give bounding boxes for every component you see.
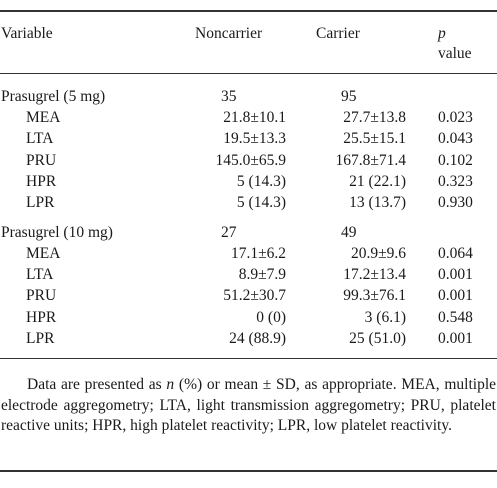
row-variable-name: PRU (26, 287, 57, 305)
row-noncarrier-value: 51.2±30.7 (223, 287, 286, 305)
footnote-text-end: (%) or mean ± SD, as appropriate. MEA, m… (1, 376, 497, 434)
row-noncarrier-value: 17.1±6.2 (230, 244, 286, 262)
row-noncarrier-value: 19.5±13.3 (223, 130, 286, 148)
table-footnote: Data are presented as n (%) or mean ± SD… (1, 375, 496, 437)
row-p-value: 0.043 (438, 130, 473, 148)
group-carrier-count: 95 (341, 88, 357, 105)
header-rule (0, 73, 497, 74)
body-rule (0, 358, 497, 359)
row-variable-name: MEA (26, 109, 61, 127)
row-variable-name: LTA (26, 130, 54, 148)
row-carrier-value: 25 (51.0) (349, 329, 406, 347)
row-carrier-value: 3 (6.1) (364, 308, 406, 326)
row-noncarrier-value: 145.0±65.9 (215, 151, 286, 169)
row-carrier-value: 25.5±15.1 (343, 130, 406, 148)
row-p-value: 0.001 (438, 266, 473, 284)
row-variable-name: PRU (26, 151, 57, 169)
header-p-symbol: p (438, 25, 446, 42)
row-variable-name: LPR (26, 194, 55, 211)
row-p-value: 0.102 (438, 151, 473, 169)
row-p-value: 0.930 (438, 194, 473, 211)
row-variable-name: LTA (26, 266, 54, 284)
row-variable-name: HPR (26, 172, 57, 190)
group-label: Prasugrel (5 mg) (1, 88, 106, 105)
header-p-value: p value (438, 24, 472, 64)
row-noncarrier-value: 0 (0) (256, 308, 286, 326)
row-p-value: 0.064 (438, 244, 473, 262)
table-bottom-rule (0, 470, 497, 472)
header-noncarrier: Noncarrier (195, 25, 263, 42)
row-carrier-value: 20.9±9.6 (350, 244, 406, 262)
group-noncarrier-count: 27 (221, 223, 237, 241)
footnote-text-start: Data are presented as (27, 376, 167, 393)
row-p-value: 0.001 (438, 287, 473, 305)
group-label: Prasugrel (10 mg) (1, 223, 113, 241)
row-p-value: 0.001 (438, 329, 473, 347)
group-noncarrier-count: 35 (221, 88, 237, 105)
row-carrier-value: 167.8±71.4 (335, 151, 406, 169)
footnote-n-italic: n (166, 376, 175, 393)
header-value-label: value (438, 45, 472, 62)
header-carrier: Carrier (316, 25, 360, 42)
row-noncarrier-value: 21.8±10.1 (223, 109, 286, 127)
row-noncarrier-value: 8.9±7.9 (238, 266, 286, 284)
row-noncarrier-value: 5 (14.3) (236, 172, 286, 190)
header-variable: Variable (1, 25, 53, 42)
row-variable-name: LPR (26, 329, 55, 347)
row-carrier-value: 27.7±13.8 (343, 109, 406, 127)
row-p-value: 0.548 (438, 308, 473, 326)
row-noncarrier-value: 24 (88.9) (229, 329, 286, 347)
row-noncarrier-value: 5 (14.3) (236, 194, 286, 211)
row-carrier-value: 13 (13.7) (349, 194, 406, 211)
row-p-value: 0.023 (438, 109, 473, 127)
row-variable-name: MEA (26, 244, 61, 262)
table-top-rule (0, 10, 497, 12)
row-carrier-value: 17.2±13.4 (343, 266, 406, 284)
group-carrier-count: 49 (341, 223, 357, 241)
row-carrier-value: 21 (22.1) (349, 172, 406, 190)
row-p-value: 0.323 (438, 172, 473, 190)
row-variable-name: HPR (26, 308, 57, 326)
row-carrier-value: 99.3±76.1 (343, 287, 406, 305)
